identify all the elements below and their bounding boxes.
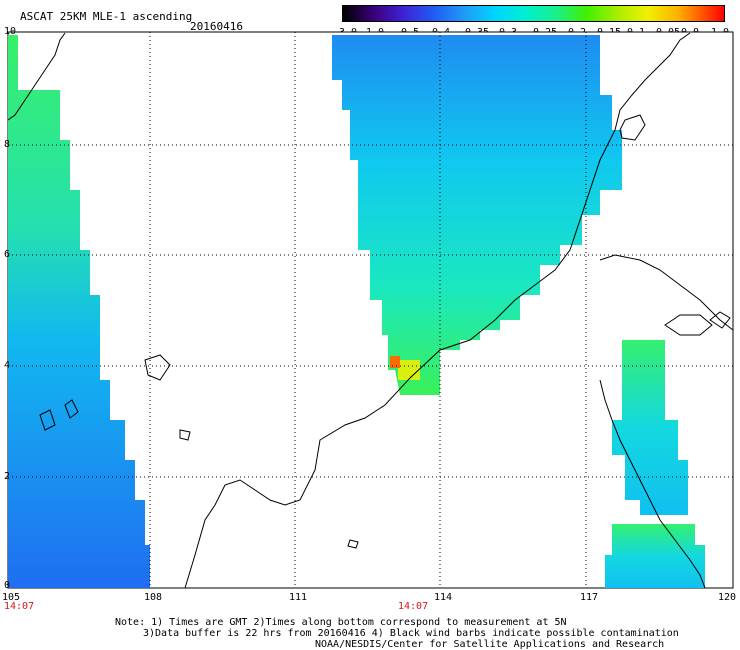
- note-line-2: 3)Data buffer is 22 hrs from 20160416 4)…: [143, 628, 679, 639]
- lon-label: 117: [580, 592, 599, 603]
- lat-label: 6: [4, 249, 11, 260]
- product-date: 20160416: [190, 20, 243, 33]
- coastlines: [7, 32, 734, 589]
- lat-label: 2: [4, 471, 11, 482]
- lon-label: 111: [289, 592, 308, 603]
- lon-label: 105: [2, 592, 21, 603]
- data-swath-central: [332, 35, 622, 395]
- footer-notes: Note: 1) Times are GMT 2)Times along bot…: [115, 617, 679, 650]
- lat-label: 4: [4, 360, 11, 371]
- time-label-central: 14:07: [398, 601, 429, 612]
- lon-label: 120: [718, 592, 737, 603]
- lon-label: 108: [144, 592, 163, 603]
- time-label-west: 14:07: [4, 601, 35, 612]
- lat-label: 10: [4, 26, 17, 37]
- data-swath-east-upper: [612, 340, 688, 515]
- lon-label: 114: [434, 592, 453, 603]
- data-swath-east-lower: [605, 524, 705, 588]
- lat-label: 8: [4, 139, 11, 150]
- note-line-1: Note: 1) Times are GMT 2)Times along bot…: [115, 617, 567, 628]
- data-swath-west: [8, 35, 150, 588]
- data-highlight-yellow: [398, 360, 420, 380]
- graticule: [8, 32, 733, 588]
- note-line-3: NOAA/NESDIS/Center for Satellite Applica…: [315, 639, 665, 650]
- product-title: ASCAT 25KM MLE-1 ascending: [20, 10, 193, 23]
- data-highlight-red: [390, 356, 400, 368]
- lat-label: 0: [4, 580, 11, 591]
- colorbar: [342, 5, 725, 22]
